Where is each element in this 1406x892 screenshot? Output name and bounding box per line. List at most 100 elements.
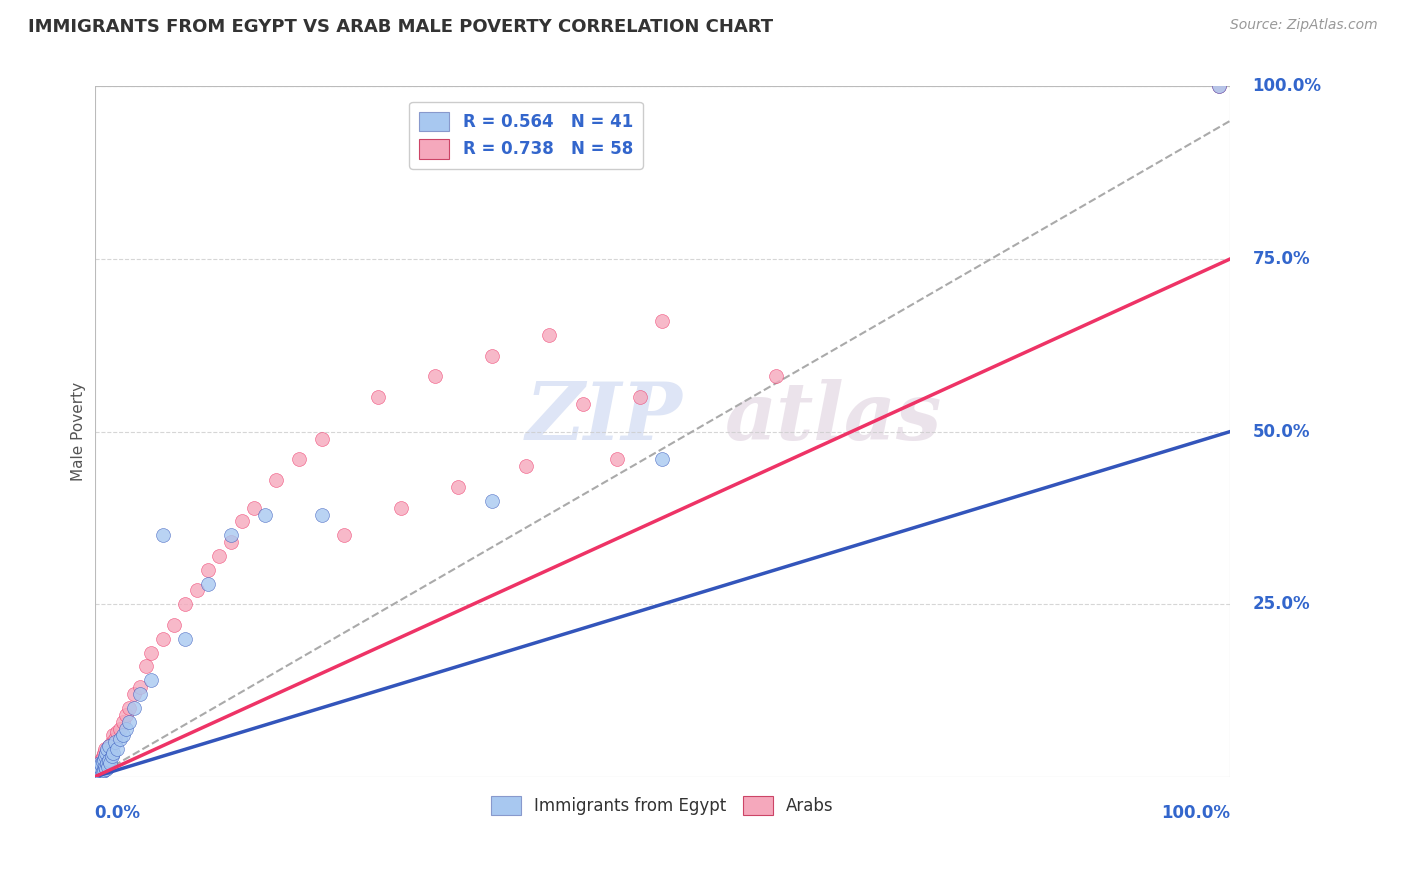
- Point: [651, 452, 673, 467]
- Text: 100.0%: 100.0%: [1253, 78, 1322, 95]
- Point: [100, 735, 122, 749]
- Point: [311, 508, 333, 522]
- Point: [174, 597, 197, 611]
- Point: [98, 739, 121, 753]
- Point: [96, 742, 118, 756]
- Point: [93, 746, 115, 760]
- Point: [93, 763, 115, 777]
- Point: [101, 728, 124, 742]
- Point: [94, 759, 117, 773]
- Text: 50.0%: 50.0%: [1253, 423, 1310, 441]
- Point: [91, 755, 114, 769]
- Point: [94, 746, 117, 760]
- Point: [311, 432, 333, 446]
- Text: 0.0%: 0.0%: [94, 805, 141, 822]
- Point: [104, 735, 127, 749]
- Text: Source: ZipAtlas.com: Source: ZipAtlas.com: [1230, 18, 1378, 32]
- Point: [197, 563, 219, 577]
- Point: [253, 508, 276, 522]
- Point: [89, 759, 111, 773]
- Point: [105, 725, 128, 739]
- Point: [152, 632, 174, 646]
- Point: [174, 632, 197, 646]
- Point: [288, 452, 311, 467]
- Point: [606, 452, 628, 467]
- Point: [98, 753, 121, 767]
- Point: [117, 701, 139, 715]
- Point: [90, 757, 112, 772]
- Point: [90, 763, 112, 777]
- Point: [389, 500, 412, 515]
- Point: [367, 390, 389, 404]
- Point: [87, 764, 110, 779]
- Point: [101, 746, 124, 760]
- Point: [481, 349, 503, 363]
- Point: [89, 756, 111, 770]
- Point: [96, 753, 118, 767]
- Point: [91, 759, 114, 773]
- Point: [111, 714, 134, 729]
- Point: [90, 762, 112, 776]
- Point: [117, 714, 139, 729]
- Point: [86, 766, 108, 780]
- Point: [537, 328, 560, 343]
- Y-axis label: Male Poverty: Male Poverty: [72, 382, 86, 481]
- Point: [515, 459, 537, 474]
- Text: atlas: atlas: [724, 379, 942, 457]
- Point: [96, 756, 118, 770]
- Point: [94, 757, 117, 772]
- Text: ZIP: ZIP: [526, 379, 683, 457]
- Point: [87, 764, 110, 779]
- Point: [93, 753, 115, 767]
- Point: [89, 759, 111, 773]
- Point: [100, 749, 122, 764]
- Point: [108, 722, 131, 736]
- Point: [135, 659, 157, 673]
- Point: [481, 493, 503, 508]
- Point: [89, 755, 111, 769]
- Point: [98, 739, 121, 753]
- Point: [447, 480, 470, 494]
- Point: [108, 731, 131, 746]
- Text: 100.0%: 100.0%: [1161, 805, 1230, 822]
- Point: [111, 728, 134, 742]
- Point: [86, 766, 108, 780]
- Point: [87, 763, 110, 777]
- Point: [94, 762, 117, 776]
- Point: [94, 749, 117, 764]
- Point: [129, 680, 152, 694]
- Point: [219, 528, 242, 542]
- Point: [571, 397, 593, 411]
- Point: [97, 759, 120, 773]
- Point: [242, 500, 264, 515]
- Point: [91, 749, 114, 764]
- Point: [115, 722, 138, 736]
- Legend: Immigrants from Egypt, Arabs: Immigrants from Egypt, Arabs: [482, 788, 842, 824]
- Point: [124, 701, 146, 715]
- Point: [628, 390, 651, 404]
- Point: [208, 549, 231, 563]
- Point: [219, 535, 242, 549]
- Point: [87, 757, 110, 772]
- Point: [129, 687, 152, 701]
- Point: [94, 756, 117, 770]
- Point: [104, 731, 127, 746]
- Point: [86, 763, 108, 777]
- Point: [93, 762, 115, 776]
- Text: 75.0%: 75.0%: [1253, 250, 1310, 268]
- Point: [651, 314, 673, 328]
- Point: [97, 749, 120, 764]
- Point: [197, 576, 219, 591]
- Point: [105, 742, 128, 756]
- Point: [94, 742, 117, 756]
- Point: [100, 744, 122, 758]
- Point: [765, 369, 787, 384]
- Point: [100, 756, 122, 770]
- Point: [90, 753, 112, 767]
- Point: [152, 528, 174, 542]
- Point: [1208, 79, 1230, 94]
- Point: [231, 515, 253, 529]
- Point: [333, 528, 356, 542]
- Point: [141, 673, 163, 688]
- Point: [115, 707, 138, 722]
